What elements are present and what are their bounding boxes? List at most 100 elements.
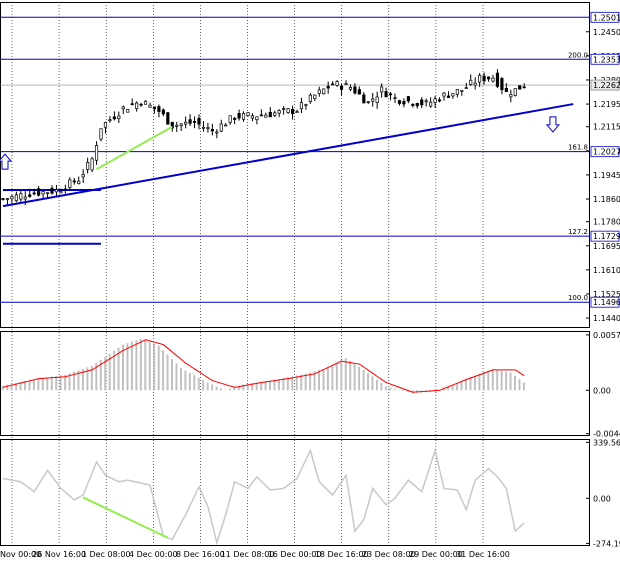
- macd-bar: [322, 368, 325, 391]
- macd-bar: [184, 370, 187, 391]
- macd-bar: [90, 366, 93, 391]
- candle: [402, 101, 406, 105]
- candle: [90, 158, 94, 171]
- macd-bar: [344, 358, 347, 391]
- macd-bar: [331, 364, 334, 391]
- candle: [478, 75, 482, 83]
- macd-bar: [500, 370, 503, 391]
- candle: [393, 97, 397, 99]
- macd-bar: [469, 377, 472, 391]
- candle: [491, 77, 495, 82]
- candle: [215, 131, 219, 134]
- candle: [513, 88, 517, 96]
- candle: [504, 88, 508, 92]
- price-label-box: [590, 11, 620, 23]
- candle: [362, 94, 366, 104]
- candle: [495, 72, 500, 87]
- candle: [126, 109, 130, 113]
- candle: [388, 93, 393, 96]
- macd-bar: [389, 387, 392, 391]
- macd-bar: [113, 350, 116, 391]
- candle: [112, 116, 116, 120]
- candle: [384, 91, 388, 98]
- candle: [86, 161, 90, 170]
- macd-bar: [442, 389, 445, 391]
- macd-bar: [153, 343, 156, 391]
- candle: [143, 100, 148, 105]
- candle: [210, 128, 214, 132]
- macd-bar: [340, 360, 343, 391]
- candle: [473, 82, 477, 86]
- macd-bar: [353, 364, 356, 391]
- y-tick-label: 1.1695: [593, 242, 620, 251]
- macd-bar: [300, 374, 303, 391]
- macd-bar: [522, 382, 525, 391]
- candle: [455, 89, 459, 95]
- macd-bar: [215, 386, 218, 391]
- price-label: 1.2501: [593, 13, 620, 22]
- candle: [415, 103, 419, 107]
- candle: [313, 94, 317, 99]
- candle: [282, 108, 286, 110]
- candle: [41, 191, 45, 195]
- macd-bar: [86, 367, 89, 391]
- candle: [99, 128, 103, 140]
- macd-bar: [211, 384, 214, 391]
- fib-level-label: 100.0: [568, 294, 588, 302]
- macd-bar: [228, 388, 231, 391]
- fib-level-label: 127.2: [568, 228, 588, 236]
- macd-bar: [37, 378, 40, 391]
- candle: [19, 193, 23, 200]
- candle: [411, 103, 415, 106]
- macd-bar: [81, 368, 84, 391]
- y-tick-label: -274.194: [593, 539, 620, 548]
- macd-bar: [6, 384, 9, 391]
- candle: [277, 110, 281, 114]
- macd-bar: [188, 372, 191, 391]
- candle: [148, 104, 152, 108]
- macd-bar: [362, 369, 365, 391]
- x-tick-label: 18 Dec 16:00: [315, 550, 369, 559]
- y-tick-label: -0.00446: [593, 430, 620, 439]
- price-label-box: [590, 146, 620, 158]
- macd-bar: [117, 347, 120, 391]
- candle: [308, 94, 312, 103]
- candle: [135, 102, 139, 109]
- macd-bar: [126, 343, 129, 391]
- macd-bar: [273, 379, 276, 391]
- macd-bar: [398, 389, 401, 391]
- y-tick-label: 1.1780: [593, 218, 620, 227]
- macd-bar: [59, 375, 62, 391]
- macd-bar: [162, 350, 165, 391]
- macd-bar: [255, 382, 258, 391]
- candle: [500, 78, 504, 91]
- candle: [424, 100, 428, 103]
- macd-bar: [197, 377, 200, 391]
- macd-bar: [335, 362, 338, 391]
- candle: [446, 95, 451, 98]
- candle: [353, 86, 357, 94]
- macd-bar: [15, 382, 18, 391]
- macd-bar: [313, 371, 316, 391]
- cci-line: [2, 447, 525, 546]
- macd-bar: [19, 382, 22, 391]
- macd-bar: [309, 372, 312, 391]
- macd-bar: [264, 381, 267, 391]
- macd-bar: [282, 378, 285, 391]
- candle: [197, 117, 201, 125]
- x-tick-label: 23 Dec 08:00: [362, 550, 416, 559]
- macd-bar: [277, 378, 280, 391]
- x-tick-label: 11 Dec 08:00: [221, 550, 275, 559]
- candle: [108, 119, 112, 122]
- arrow-up-icon: [0, 153, 13, 170]
- y-tick-label: 1.1610: [593, 266, 620, 275]
- candle: [157, 106, 161, 112]
- candle: [286, 108, 290, 113]
- macd-bar: [1, 385, 4, 391]
- candle: [77, 180, 81, 185]
- candle: [94, 145, 99, 161]
- macd-bar: [32, 379, 35, 391]
- y-tick-label: 1.2450: [593, 28, 620, 37]
- candle: [344, 83, 348, 86]
- candle: [45, 192, 50, 195]
